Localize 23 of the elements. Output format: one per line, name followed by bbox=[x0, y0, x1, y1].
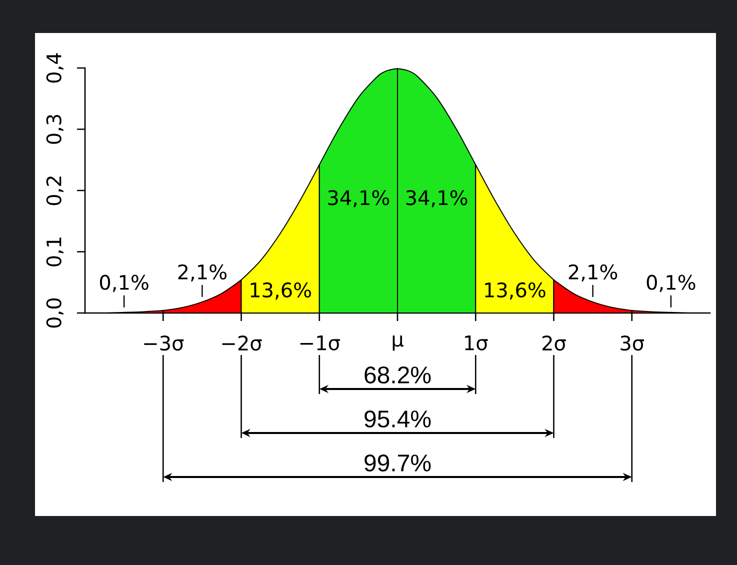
annotation: 2,1% bbox=[568, 264, 618, 282]
annotation: 2,1% bbox=[178, 264, 226, 282]
x-tick-label: −3σ bbox=[144, 336, 184, 351]
annotation: 34,1% bbox=[406, 190, 468, 208]
annotation: 0,1% bbox=[100, 274, 148, 292]
text: 95.4% bbox=[364, 410, 431, 428]
y-tick-label: 0,1 bbox=[46, 238, 64, 266]
x-tick-label: −1σ bbox=[300, 336, 340, 350]
y-tick-label: 0,2 bbox=[46, 176, 64, 206]
y-tick-label: 0,0 bbox=[46, 298, 64, 328]
y-tick-label: 0,3 bbox=[46, 114, 64, 144]
text: 68.2% bbox=[364, 366, 431, 384]
x-tick-label: 3σ bbox=[620, 336, 644, 351]
x-tick-label: 2σ bbox=[542, 336, 566, 351]
x-tick-label: −2σ bbox=[222, 336, 262, 351]
annotation: 13,6% bbox=[250, 282, 311, 300]
annotation: 0,1% bbox=[646, 274, 696, 292]
text: 99.7% bbox=[364, 454, 431, 472]
y-tick-label: 0,4 bbox=[46, 53, 64, 83]
x-tick-label: 1σ bbox=[465, 336, 488, 350]
annotation: 13,6% bbox=[485, 282, 546, 300]
annotation: 34,1% bbox=[328, 190, 390, 208]
x-tick-label: μ bbox=[392, 336, 404, 351]
